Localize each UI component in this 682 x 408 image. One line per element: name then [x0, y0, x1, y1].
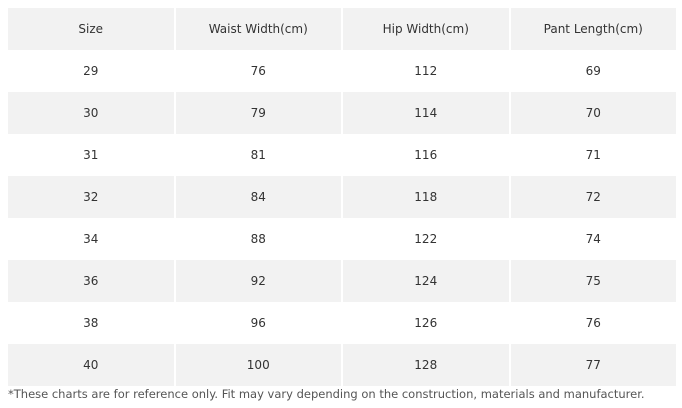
table-cell: 81 [250, 148, 266, 162]
header-cell: Hip Width(cm) [343, 8, 509, 50]
table-cell: 84 [175, 176, 341, 218]
table-cell: 114 [343, 92, 509, 134]
table-cell: 124 [343, 260, 509, 302]
size-table: Size Waist Width(cm) Hip Width(cm) Pant Len… [8, 8, 676, 386]
table-cell: 118 [343, 176, 509, 218]
table-cell: 75 [510, 260, 676, 302]
table-cell: 76 [585, 316, 601, 330]
table-cell: 96 [250, 316, 266, 330]
table-cell: 40 [8, 344, 174, 386]
header-cell: Waist Width(cm) [175, 8, 341, 50]
table-cell: 92 [175, 260, 341, 302]
table-cell: 128 [343, 344, 509, 386]
header-cell: Size [8, 8, 174, 50]
table-cell: 31 [83, 148, 99, 162]
table-cell: 69 [585, 64, 601, 78]
table-cell: 122 [414, 232, 438, 246]
table-cell: 77 [510, 344, 676, 386]
footnote: *These charts are for reference only. Fi… [8, 387, 645, 401]
table-cell: 74 [585, 232, 601, 246]
table-cell: 32 [8, 176, 174, 218]
table-cell: 76 [250, 64, 266, 78]
table-cell: 38 [83, 316, 99, 330]
table-cell: 34 [83, 232, 99, 246]
table-cell: 70 [510, 92, 676, 134]
header-cell: Pant Length(cm) [510, 8, 676, 50]
table-cell: 112 [414, 64, 438, 78]
table-cell: 126 [414, 316, 438, 330]
table-cell: 88 [250, 232, 266, 246]
table-cell: 100 [175, 344, 341, 386]
table-cell: 30 [8, 92, 174, 134]
table-cell: 71 [585, 148, 601, 162]
table-cell: 79 [175, 92, 341, 134]
table-cell: 29 [83, 64, 99, 78]
table-cell: 116 [414, 148, 438, 162]
table-cell: 36 [8, 260, 174, 302]
table-cell: 72 [510, 176, 676, 218]
